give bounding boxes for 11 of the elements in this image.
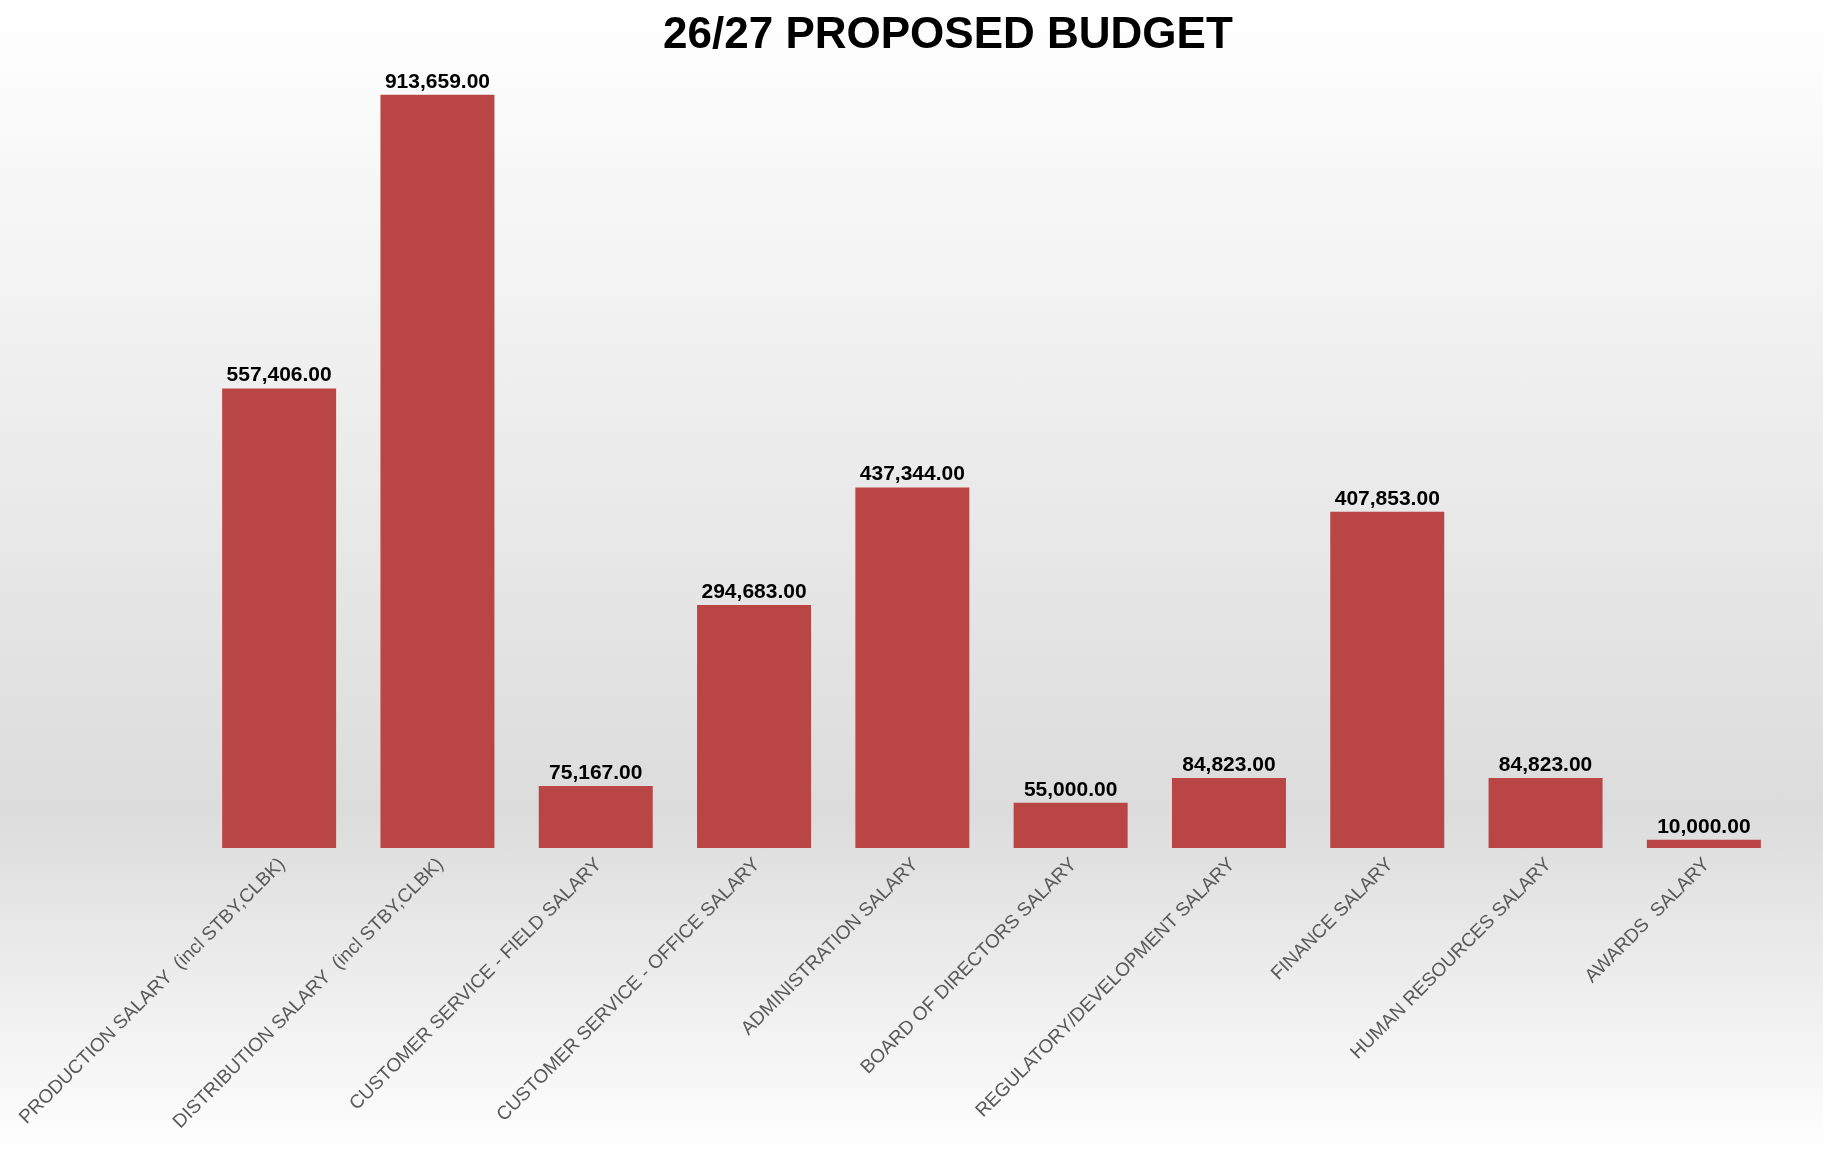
chart-title: 26/27 PROPOSED BUDGET [663, 8, 1233, 58]
data-label: 84,823.00 [1498, 752, 1593, 776]
data-label: 55,000.00 [1023, 776, 1118, 800]
data-label: 84,823.00 [1182, 752, 1276, 776]
data-label: 75,167.00 [549, 760, 643, 784]
data-label: 294,683.00 [701, 579, 807, 603]
data-label: 437,344.00 [859, 461, 965, 485]
data-label: 407,853.00 [1334, 485, 1440, 509]
data-label: 913,659.00 [384, 68, 490, 92]
data-label: 10,000.00 [1657, 813, 1751, 837]
data-label: 557,406.00 [226, 362, 332, 386]
